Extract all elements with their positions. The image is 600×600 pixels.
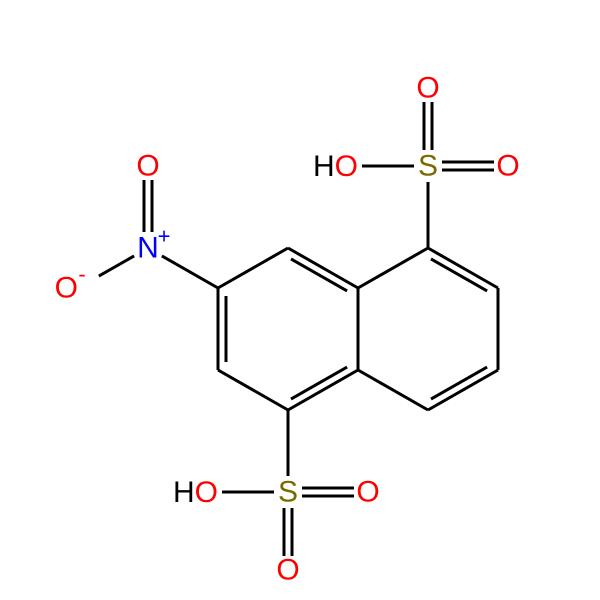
bond <box>288 248 358 288</box>
bond <box>428 248 498 288</box>
atom-label: S <box>418 150 438 183</box>
bond <box>291 259 347 291</box>
bond <box>431 259 487 291</box>
atom-label: O <box>416 72 439 105</box>
atom-label: HO <box>313 150 358 183</box>
atom-label: O <box>276 554 299 587</box>
bond <box>358 248 428 288</box>
bond <box>358 370 428 410</box>
atom-label: O <box>356 476 379 509</box>
atom-label: + <box>158 224 171 249</box>
atom-label: - <box>78 262 85 287</box>
atom-label: O <box>55 272 78 305</box>
bond <box>218 248 288 288</box>
atom-label: N <box>137 232 159 265</box>
bond <box>431 367 487 399</box>
bond <box>288 370 358 410</box>
bond <box>428 370 498 410</box>
bond <box>218 370 288 410</box>
atom-label: HO <box>173 476 218 509</box>
bond <box>99 256 134 276</box>
bond <box>162 256 218 288</box>
atom-label: S <box>278 476 298 509</box>
atom-label: O <box>136 150 159 183</box>
atom-label: O <box>496 150 519 183</box>
bond <box>291 367 347 399</box>
molecule-diagram: N+OO-SOOHOSOOHO <box>0 0 600 600</box>
